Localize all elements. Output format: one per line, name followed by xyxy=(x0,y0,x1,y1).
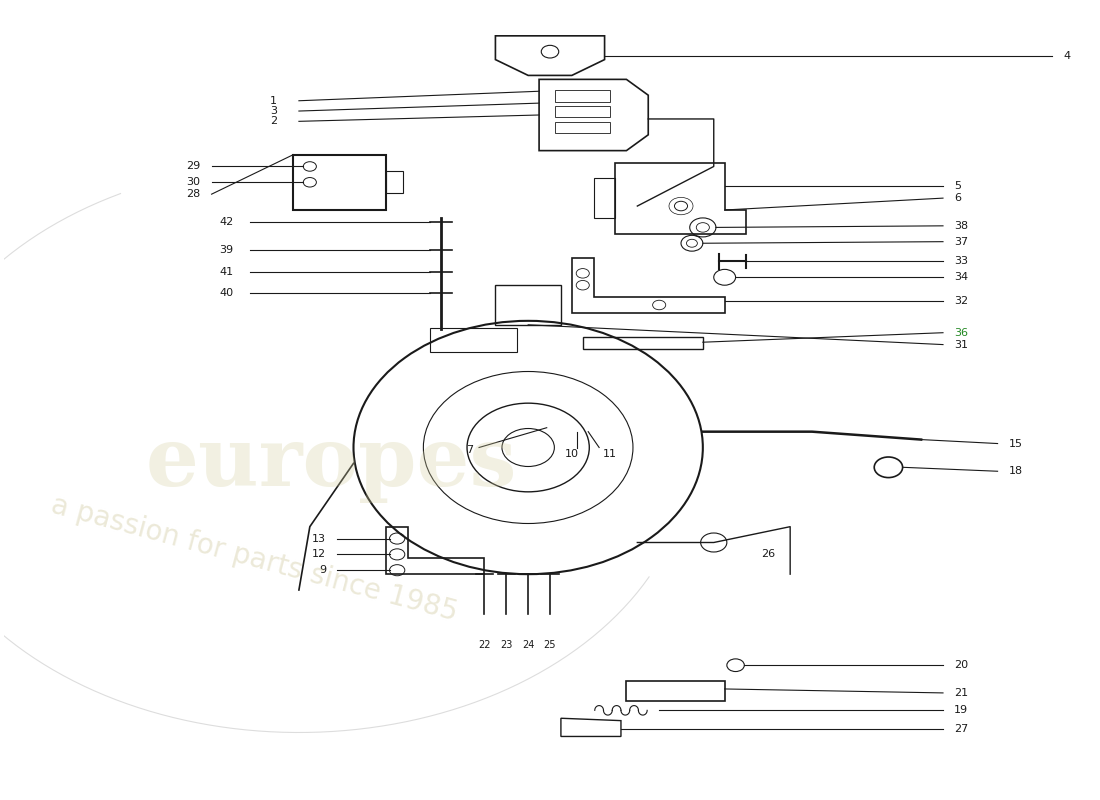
Text: 7: 7 xyxy=(466,445,474,455)
Text: 23: 23 xyxy=(500,641,513,650)
Text: 20: 20 xyxy=(954,660,968,670)
Text: 13: 13 xyxy=(312,534,327,543)
Text: 25: 25 xyxy=(543,641,557,650)
Text: europes: europes xyxy=(146,423,517,503)
Text: a passion for parts since 1985: a passion for parts since 1985 xyxy=(47,490,461,626)
Text: 31: 31 xyxy=(954,339,968,350)
Text: 37: 37 xyxy=(954,237,968,246)
Text: 36: 36 xyxy=(954,328,968,338)
Text: 21: 21 xyxy=(954,688,968,698)
Text: 41: 41 xyxy=(219,266,233,277)
Text: 9: 9 xyxy=(319,566,327,575)
Text: 27: 27 xyxy=(954,723,968,734)
Text: 30: 30 xyxy=(187,178,200,187)
Text: 6: 6 xyxy=(954,193,961,203)
Text: 1: 1 xyxy=(271,96,277,106)
Text: 10: 10 xyxy=(564,449,579,459)
Text: 34: 34 xyxy=(954,272,968,282)
Bar xyxy=(556,106,610,118)
Text: 15: 15 xyxy=(1009,438,1023,449)
Text: 40: 40 xyxy=(219,288,233,298)
Text: 42: 42 xyxy=(219,217,233,227)
Text: 32: 32 xyxy=(954,296,968,306)
Text: 33: 33 xyxy=(954,257,968,266)
Text: 28: 28 xyxy=(186,189,200,199)
Text: 3: 3 xyxy=(271,106,277,116)
Text: 39: 39 xyxy=(219,245,233,254)
Text: 26: 26 xyxy=(761,550,776,559)
Bar xyxy=(556,90,610,102)
Bar xyxy=(556,122,610,134)
Text: 12: 12 xyxy=(312,550,327,559)
Text: 2: 2 xyxy=(270,116,277,126)
Text: 4: 4 xyxy=(1063,50,1070,61)
Text: 22: 22 xyxy=(478,641,491,650)
Bar xyxy=(294,154,386,210)
Text: 11: 11 xyxy=(603,449,616,459)
Text: 18: 18 xyxy=(1009,466,1023,476)
Text: 29: 29 xyxy=(186,162,200,171)
Text: 5: 5 xyxy=(954,182,961,191)
Text: 38: 38 xyxy=(954,221,968,231)
Text: 24: 24 xyxy=(522,641,535,650)
Text: 19: 19 xyxy=(954,706,968,715)
